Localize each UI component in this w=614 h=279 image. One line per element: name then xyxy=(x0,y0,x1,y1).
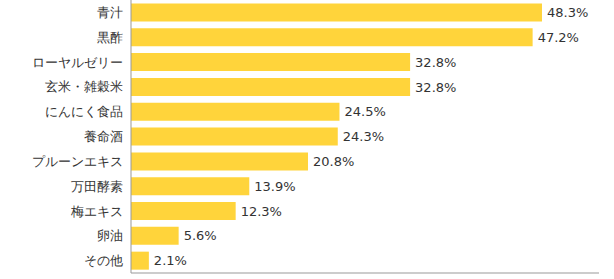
svg-text:12.3%: 12.3% xyxy=(241,204,282,219)
svg-text:プルーンエキス: プルーンエキス xyxy=(32,154,123,169)
svg-text:にんにく食品: にんにく食品 xyxy=(45,104,123,119)
svg-text:その他: その他 xyxy=(84,253,123,268)
svg-text:5.6%: 5.6% xyxy=(184,228,217,243)
svg-text:玄米・雑穀米: 玄米・雑穀米 xyxy=(45,79,123,94)
svg-text:養命酒: 養命酒 xyxy=(84,129,123,144)
svg-text:梅エキス: 梅エキス xyxy=(70,204,123,219)
svg-text:卵油: 卵油 xyxy=(97,228,123,243)
svg-text:32.8%: 32.8% xyxy=(415,55,456,70)
svg-text:ローヤルゼリー: ローヤルゼリー xyxy=(32,55,123,70)
svg-text:青汁: 青汁 xyxy=(97,5,123,20)
svg-text:32.8%: 32.8% xyxy=(415,80,456,95)
svg-text:47.2%: 47.2% xyxy=(538,30,579,45)
svg-text:13.9%: 13.9% xyxy=(254,179,295,194)
svg-text:24.3%: 24.3% xyxy=(343,129,384,144)
svg-text:2.1%: 2.1% xyxy=(154,253,187,268)
svg-text:24.5%: 24.5% xyxy=(344,104,385,119)
svg-text:48.3%: 48.3% xyxy=(547,5,588,20)
svg-text:黒酢: 黒酢 xyxy=(97,30,123,45)
svg-text:20.8%: 20.8% xyxy=(313,154,354,169)
svg-text:万田酵素: 万田酵素 xyxy=(71,179,123,194)
